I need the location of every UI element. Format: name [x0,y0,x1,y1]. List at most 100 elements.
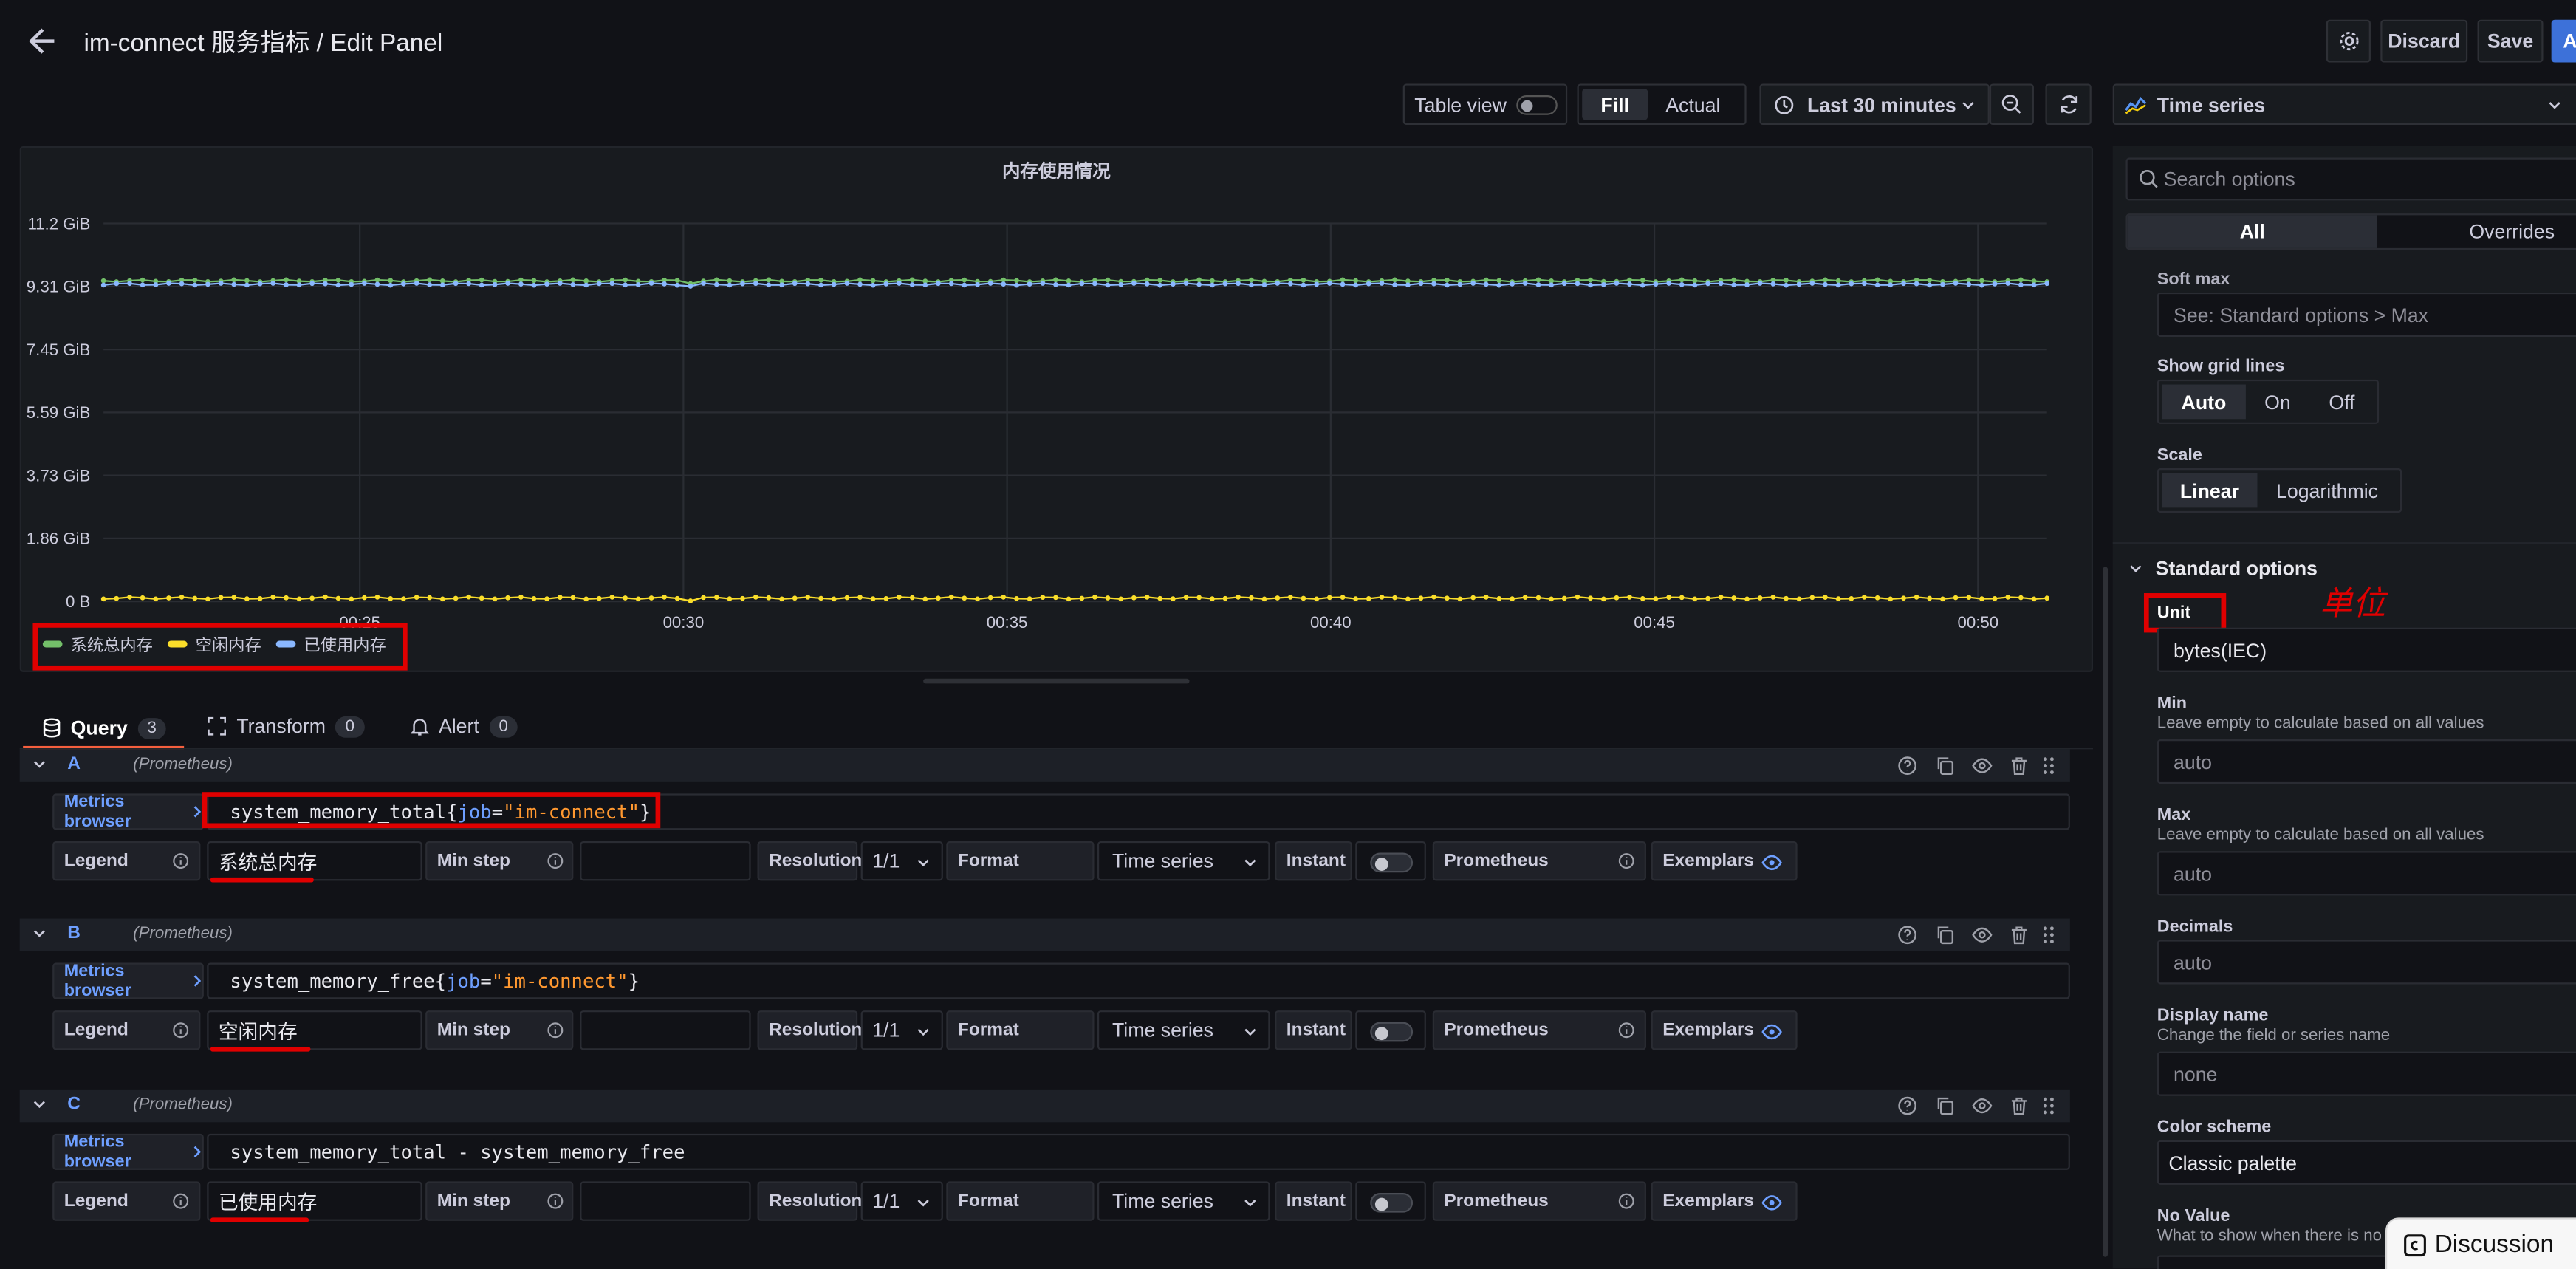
drag-handle-icon[interactable] [2041,1096,2063,1119]
exemplars-eye-icon[interactable] [1761,853,1783,873]
time-range-picker[interactable]: Last 30 minutes [1759,83,1990,126]
panel-title[interactable]: 内存使用情况 [1001,163,1111,182]
query-row-header[interactable]: C (Prometheus) [19,1089,2070,1123]
instant-toggle[interactable] [1355,1181,1426,1221]
legend-format-input[interactable]: 已使用内存 [207,1181,422,1221]
collapse-chevron-icon[interactable] [32,757,46,770]
promql-query-input[interactable]: system_memory_total - system_memory_free [207,1133,2070,1170]
duplicate-icon[interactable] [1935,925,1958,948]
query-row-header[interactable]: A (Prometheus) [19,749,2070,782]
options-search-input[interactable]: Search options [2125,157,2576,201]
grid-off-option[interactable]: Off [2329,390,2355,414]
unit-picker[interactable]: bytes(IEC) [2157,627,2576,672]
eye-icon[interactable] [1971,756,1994,779]
grid-on-option[interactable]: On [2264,390,2291,414]
resolution-select[interactable]: 1/1 [860,1181,943,1221]
refresh-button[interactable] [2045,83,2092,126]
back-arrow-icon[interactable] [27,24,59,57]
instant-toggle[interactable] [1355,841,1426,881]
info-icon[interactable] [1618,1193,1634,1209]
zoom-out-button[interactable] [1989,83,2034,126]
legend-item-total[interactable]: 系统总内存 [42,631,153,656]
legend-item-used[interactable]: 已使用内存 [275,631,386,656]
drag-handle-icon[interactable] [2041,756,2063,779]
actual-button[interactable]: Actual [1665,92,1721,116]
format-select[interactable]: Time series [1097,1181,1270,1221]
apply-button[interactable]: A [2551,19,2576,63]
trash-icon[interactable] [2010,756,2032,779]
metrics-browser-button[interactable]: Metrics browser [52,961,204,1001]
duplicate-icon[interactable] [1935,1096,1958,1119]
visualization-picker[interactable]: Time series [2112,83,2576,126]
eye-icon[interactable] [1971,1096,1994,1119]
min-input[interactable]: auto [2157,739,2576,784]
promql-query-input[interactable]: system_memory_free{job = "im-connect"} [207,962,2070,999]
info-icon[interactable] [547,1022,564,1039]
display-name-input[interactable]: none [2157,1051,2576,1096]
collapse-chevron-icon[interactable] [32,927,46,940]
info-icon[interactable] [173,853,189,869]
tab-alert[interactable]: Alert 0 [411,710,518,742]
drag-handle-icon[interactable] [2041,925,2063,948]
help-icon[interactable] [1897,756,1920,779]
min-step-input[interactable] [580,1010,751,1050]
options-scrollbar[interactable] [2103,567,2109,1257]
table-view-switch[interactable] [1516,95,1558,115]
min-step-input[interactable] [580,841,751,881]
grid-auto-option[interactable]: Auto [2162,384,2246,420]
exemplars-eye-icon[interactable] [1761,1022,1783,1042]
discussion-button[interactable]: Discussion [2385,1217,2576,1269]
save-button[interactable]: Save [2477,19,2544,63]
instant-toggle[interactable] [1355,1010,1426,1050]
info-icon[interactable] [1618,1022,1634,1039]
tab-all[interactable]: All [2127,215,2377,248]
soft-max-input[interactable]: See: Standard options > Max [2157,292,2576,338]
resolution-select[interactable]: 1/1 [860,841,943,881]
tab-overrides[interactable]: Overrides [2469,220,2555,244]
discard-button[interactable]: Discard [2380,19,2468,63]
min-step-input[interactable] [580,1181,751,1221]
exemplars-field[interactable]: Exemplars [1651,1010,1798,1050]
exemplars-eye-icon[interactable] [1761,1193,1783,1213]
max-input[interactable]: auto [2157,851,2576,896]
tab-query[interactable]: Query 3 [23,710,185,750]
trash-icon[interactable] [2010,925,2032,948]
dashboard-name[interactable]: im-connect 服务指标 [83,30,310,58]
query-ref-id[interactable]: B [67,923,80,943]
info-icon[interactable] [1618,853,1634,869]
help-icon[interactable] [1897,1096,1920,1119]
table-view-toggle[interactable]: Table view [1402,83,1568,126]
info-icon[interactable] [547,1193,564,1209]
time-series-chart[interactable]: 11.2 GiB 9.31 GiB 7.45 GiB 5.59 GiB 3.73 GiB… [20,189,2093,641]
decimals-input[interactable]: auto [2157,940,2576,985]
metrics-browser-button[interactable]: Metrics browser [52,792,204,832]
info-icon[interactable] [547,853,564,869]
legend-item-free[interactable]: 空闲内存 [167,631,261,656]
help-icon[interactable] [1897,925,1920,948]
resolution-select[interactable]: 1/1 [860,1010,943,1050]
settings-button[interactable] [2326,19,2371,63]
exemplars-field[interactable]: Exemplars [1651,1181,1798,1221]
info-icon[interactable] [173,1022,189,1039]
metrics-browser-button[interactable]: Metrics browser [52,1132,204,1171]
info-icon[interactable] [173,1193,189,1209]
color-scheme-select[interactable]: Classic palette [2157,1140,2576,1185]
tab-transform[interactable]: Transform 0 [207,710,365,742]
collapse-chevron-icon[interactable] [32,1098,46,1111]
legend-format-input[interactable]: 系统总内存 [207,841,422,881]
query-row-header[interactable]: B (Prometheus) [19,918,2070,951]
format-select[interactable]: Time series [1097,1010,1270,1050]
legend-format-input[interactable]: 空闲内存 [207,1010,422,1050]
query-ref-id[interactable]: C [67,1094,80,1115]
fill-button[interactable]: Fill [1582,89,1648,120]
duplicate-icon[interactable] [1935,756,1958,779]
splitter-handle[interactable] [923,678,1190,684]
eye-icon[interactable] [1971,925,1994,948]
scale-log-option[interactable]: Logarithmic [2276,479,2378,502]
query-ref-id[interactable]: A [67,754,80,774]
trash-icon[interactable] [2010,1096,2032,1119]
format-select[interactable]: Time series [1097,841,1270,881]
standard-options-header[interactable]: Standard options [2129,557,2318,580]
exemplars-field[interactable]: Exemplars [1651,841,1798,881]
scale-linear-option[interactable]: Linear [2162,473,2258,508]
